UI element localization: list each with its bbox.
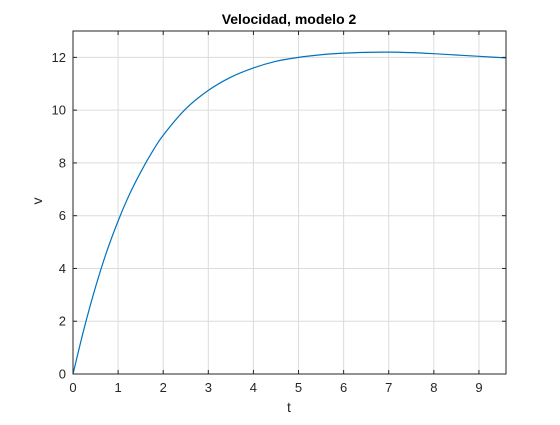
y-tick-label: 6 [59, 208, 66, 223]
x-tick-label: 2 [160, 380, 167, 395]
x-tick-label: 1 [114, 380, 121, 395]
x-tick-label: 3 [205, 380, 212, 395]
axes-box [72, 30, 507, 375]
y-tick-label: 0 [59, 367, 66, 382]
y-tick-label: 2 [59, 314, 66, 329]
x-tick-label: 7 [385, 380, 392, 395]
y-tick-label: 12 [52, 50, 66, 65]
x-tick-label: 9 [475, 380, 482, 395]
y-axis-label: v [29, 198, 45, 205]
plot-area [73, 31, 506, 374]
series-line [72, 51, 507, 375]
chart-title: Velocidad, modelo 2 [222, 11, 357, 27]
x-tick-label: 4 [250, 380, 257, 395]
x-tick-label: 0 [69, 380, 76, 395]
y-tick-label: 8 [59, 155, 66, 170]
y-tick-label: 4 [59, 261, 66, 276]
x-tick-label: 6 [340, 380, 347, 395]
y-tick-label: 10 [52, 103, 66, 118]
x-tick-label: 5 [295, 380, 302, 395]
series-layer [72, 51, 507, 375]
x-axis-label: t [287, 399, 291, 415]
x-tick-label: 8 [430, 380, 437, 395]
